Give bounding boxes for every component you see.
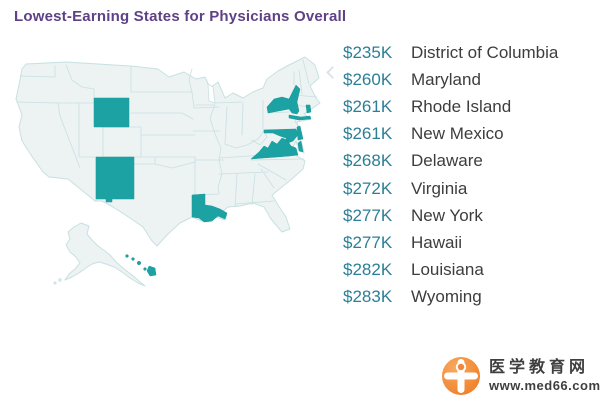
state-name: New York xyxy=(411,205,483,225)
state-district-of-columbia xyxy=(286,137,290,141)
value-text: $272K xyxy=(343,178,393,198)
state-borders xyxy=(16,59,318,208)
state-hawaii-island xyxy=(143,267,147,271)
page-title: Lowest-Earning States for Physicians Ove… xyxy=(14,8,347,25)
site-logo[interactable]: 医学教育网 www.med66.com xyxy=(441,356,600,396)
value-text: $268K xyxy=(343,151,393,171)
list-item: $261K Rhode Island xyxy=(343,93,595,120)
list-item: $282K Louisiana xyxy=(343,257,595,284)
state-hawaii-big-island xyxy=(146,265,157,277)
site-url: www.med66.com xyxy=(489,378,600,393)
value-text: $261K xyxy=(343,124,393,144)
us-map xyxy=(6,56,336,311)
value-text: $282K xyxy=(343,260,393,280)
value-text: $260K xyxy=(343,69,393,89)
logo-text-block: 医学教育网 www.med66.com xyxy=(489,358,600,394)
state-new-mexico xyxy=(95,156,135,203)
state-new-york xyxy=(266,84,301,115)
state-name: Rhode Island xyxy=(411,96,512,116)
highlighted-states xyxy=(93,84,312,277)
state-virginia-eastern-shore xyxy=(297,140,304,153)
list-item: $272K Virginia xyxy=(343,175,595,202)
value-text: $277K xyxy=(343,205,393,225)
state-rhode-island xyxy=(305,104,312,114)
state-delaware xyxy=(296,125,304,141)
state-name: Hawaii xyxy=(411,232,463,252)
state-louisiana xyxy=(191,193,228,223)
list-item: $268K Delaware xyxy=(343,148,595,175)
state-name: Louisiana xyxy=(411,260,484,280)
state-hawaii-island xyxy=(136,260,142,266)
map-base-layer xyxy=(15,56,321,287)
lake-michigan xyxy=(207,83,216,104)
state-name: District of Columbia xyxy=(411,42,559,62)
list-item: $260K Maryland xyxy=(343,66,595,93)
value-text: $235K xyxy=(343,42,393,62)
site-name: 医学教育网 xyxy=(489,359,590,376)
us-map-svg xyxy=(15,56,321,287)
continental-us-outline xyxy=(15,56,321,247)
state-hawaii-island xyxy=(131,257,135,261)
state-ranking-list: $235K District of Columbia $260K Maryland … xyxy=(343,39,595,311)
list-item: $261K New Mexico xyxy=(343,121,595,148)
state-name: New Mexico xyxy=(411,124,504,144)
state-new-york-long-island xyxy=(288,114,312,121)
list-item: $235K District of Columbia xyxy=(343,39,595,66)
value-text: $261K xyxy=(343,96,393,116)
state-name: Maryland xyxy=(411,69,481,89)
list-item: $277K Hawaii xyxy=(343,229,595,256)
list-item: $283K Wyoming xyxy=(343,284,595,311)
alaska-outline xyxy=(64,222,146,287)
list-item: $277K New York xyxy=(343,202,595,229)
state-hawaii-island xyxy=(125,254,129,258)
value-text: $283K xyxy=(343,287,393,307)
aleutian-island xyxy=(53,281,57,285)
state-name: Wyoming xyxy=(411,287,482,307)
state-name: Virginia xyxy=(411,178,468,198)
state-name: Delaware xyxy=(411,151,483,171)
state-wyoming xyxy=(93,97,130,128)
value-text: $277K xyxy=(343,232,393,252)
aleutian-island xyxy=(58,278,62,282)
medical-cross-icon xyxy=(442,357,480,395)
